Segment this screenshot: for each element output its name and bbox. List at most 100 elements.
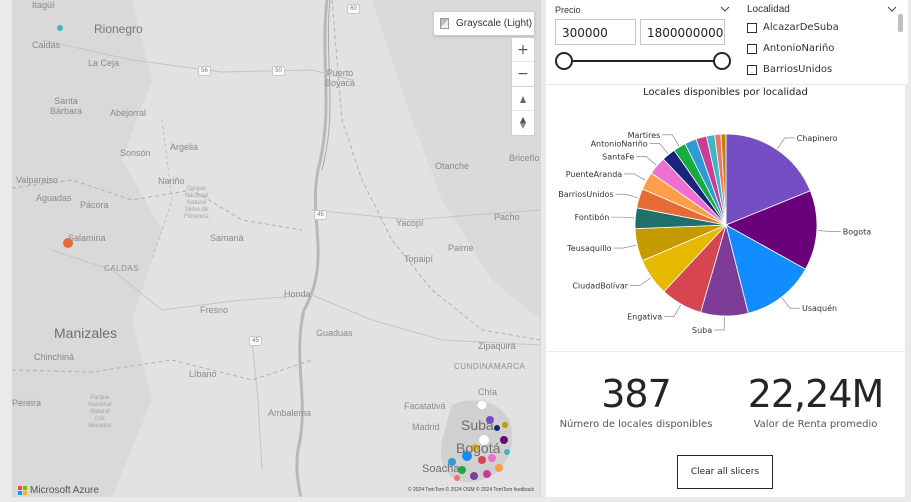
localidad-slicer: Localidad AlcazarDeSuba AntonioNariño Ba… xyxy=(738,0,908,84)
chevron-down-icon[interactable] xyxy=(720,4,730,14)
pie-leader-line xyxy=(817,230,841,232)
pitch-compass-controls xyxy=(511,86,535,136)
map-label-pacho: Pacho xyxy=(494,212,520,222)
microsoft-azure-logo: Microsoft Azure xyxy=(18,485,99,496)
pitch-button[interactable] xyxy=(512,87,534,111)
clear-all-slicers-button[interactable]: Clear all slicers xyxy=(677,455,773,489)
localidad-item[interactable]: AntonioNariño xyxy=(747,43,834,54)
road-shield-45b: 45 xyxy=(249,336,262,346)
kpi-area: 387 Número de locales disponibles 22,24M… xyxy=(546,352,905,497)
map-label-soacha: Soacha xyxy=(422,463,460,475)
map-label-guaduas: Guaduas xyxy=(316,328,353,338)
kpi-renta-label: Valor de Renta promedio xyxy=(753,419,878,430)
pie-leader-line xyxy=(636,156,657,166)
localidad-item-label: AntonioNariño xyxy=(763,43,835,54)
map-label-samana: Samaná xyxy=(210,233,244,243)
pie-leader-line xyxy=(611,216,635,219)
map-label-honda: Honda xyxy=(284,289,311,299)
microsoft-logo-icon xyxy=(18,486,27,495)
map-label-libano: Líbano xyxy=(189,369,217,379)
pie-leader-line xyxy=(624,173,646,181)
localidad-item-label: AlcazarDeSuba xyxy=(763,22,839,33)
kpi-locales-label: Número de locales disponibles xyxy=(559,419,713,430)
compass-icon xyxy=(520,117,526,129)
map-label-bogota: Bogotá xyxy=(456,440,501,456)
zoom-out-button[interactable]: − xyxy=(517,66,529,82)
road-shield-45: 45 xyxy=(314,210,327,220)
map-label-rionegro: Rionegro xyxy=(94,22,143,36)
localidad-item-label: BarriosUnidos xyxy=(763,64,833,75)
precio-min-input[interactable]: 300000 xyxy=(555,19,636,45)
localidad-item[interactable]: AlcazarDeSuba xyxy=(747,22,839,33)
pitch-icon xyxy=(520,95,526,103)
map-label-abejorral: Abejorral xyxy=(110,108,147,118)
pie-slice-label: CiudadBolívar xyxy=(572,281,628,290)
map-label-caldas-region: CALDAS xyxy=(104,264,140,273)
kpi-renta-value: 22,24M xyxy=(747,372,885,416)
precio-slider-max-handle[interactable] xyxy=(713,52,731,70)
pie-leader-line xyxy=(630,277,651,286)
map-label-sonson: Sonsón xyxy=(120,148,151,158)
pie-chart-title: Locales disponibles por localidad xyxy=(643,87,808,98)
zoom-in-button[interactable]: + xyxy=(512,38,534,62)
map-label-la-ceja: La Ceja xyxy=(88,58,120,68)
map-label-suba: Suba xyxy=(461,417,494,433)
map-label-chinchina: Chinchiná xyxy=(34,352,75,362)
precio-slider-track[interactable] xyxy=(564,60,722,62)
pie-slice-label: Chapinero xyxy=(797,134,838,143)
map-style-label: Grayscale (Light) xyxy=(456,18,533,29)
map-label-valparaiso: Valparaiso xyxy=(16,175,58,185)
precio-slider-min-handle[interactable] xyxy=(555,52,573,70)
pie-slice[interactable] xyxy=(725,133,811,226)
pie-slice-label: PuenteAranda xyxy=(566,170,623,179)
map-label-pacora: Pácora xyxy=(80,200,109,210)
checkbox[interactable] xyxy=(747,22,757,33)
map-label-parque-nevados: Parque Nacional Natural Los Nevados xyxy=(88,395,112,429)
precio-max-input[interactable]: 1800000000 xyxy=(640,19,725,45)
map-label-narino: Nariño xyxy=(158,176,185,186)
map-label-chia: Chía xyxy=(478,387,498,397)
pie-leader-line xyxy=(664,304,681,317)
pie-chart[interactable]: Chapinero Bogota Usaquén Suba Engativa Ciudad… xyxy=(546,85,905,351)
pie-leader-line xyxy=(714,316,725,331)
pie-slice[interactable] xyxy=(725,190,818,270)
pie-leader-line xyxy=(777,137,795,149)
map-label-itagui: Itagüí xyxy=(32,0,55,10)
pie-slice[interactable] xyxy=(725,224,807,314)
pie-slice-label: Usaquén xyxy=(802,303,837,313)
compass-button[interactable] xyxy=(512,111,534,135)
map-label-madrid: Madrid xyxy=(412,422,440,432)
kpi-locales-value: 387 xyxy=(601,372,672,416)
map-label-aguadas: Aguadas xyxy=(36,193,72,203)
pie-slice-label: Bogota xyxy=(843,227,871,236)
pie-slice-label: BarriosUnidos xyxy=(558,190,613,199)
pie-leader-line xyxy=(615,193,639,199)
map-label-fresno: Fresno xyxy=(200,305,229,315)
pie-leader-line xyxy=(613,244,637,249)
chevron-down-icon[interactable] xyxy=(887,4,897,14)
map-label-ambalema: Ambalema xyxy=(268,408,312,418)
pie-slice-label: SantaFe xyxy=(602,153,634,162)
map-label-parque-selva: Parque Nacional Natural Selva de Florenc… xyxy=(184,186,209,220)
localidad-item[interactable]: BarriosUnidos xyxy=(747,64,832,75)
map-terrain xyxy=(12,0,540,497)
map-style-picker[interactable]: Grayscale (Light) xyxy=(433,11,535,36)
checkbox[interactable] xyxy=(747,43,757,54)
map-label-briceno: Briceño xyxy=(509,153,540,163)
map-label-cundinamarca-region: CUNDINAMARCA xyxy=(454,362,526,371)
localidad-slicer-title: Localidad xyxy=(747,4,790,15)
map-attribution[interactable]: © 2024 TomTom © 2024 OSM © 2024 TomTom f… xyxy=(407,487,534,493)
pie-slice[interactable] xyxy=(720,133,727,226)
pie-leader-line xyxy=(781,297,801,309)
map-visual[interactable]: Itagüí Caldas Rionegro La Ceja Abejorral… xyxy=(12,0,541,497)
precio-slicer-title: Precio xyxy=(555,5,581,15)
map-style-icon xyxy=(440,18,449,29)
checkbox[interactable] xyxy=(747,64,757,75)
pie-slice-label: AntonioNariño xyxy=(591,140,648,149)
precio-slicer: Precio 300000 1800000000 xyxy=(546,0,738,84)
localidad-scrollbar[interactable] xyxy=(898,14,903,32)
map-label-otanche: Otanche xyxy=(435,161,470,171)
pie-chart-card: Locales disponibles por localidad Chapin… xyxy=(546,85,905,351)
pie-slice-label: Suba xyxy=(692,326,712,335)
